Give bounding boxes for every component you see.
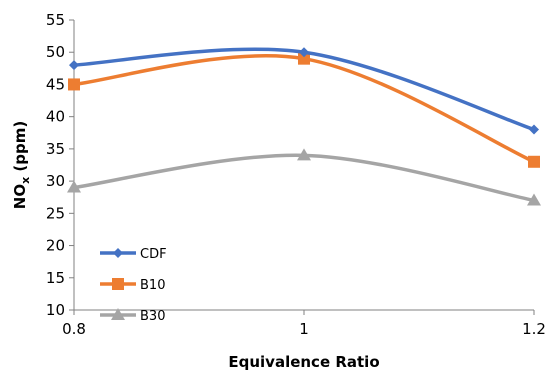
data-point-b30 [527,193,541,206]
legend-label-b10: B10 [140,278,165,293]
legend-marker-b10 [112,278,124,290]
series-line-b10 [72,54,536,164]
y-axis-title-subscript: x [19,177,32,184]
y-tick-label: 55 [46,11,65,29]
y-tick-label: 10 [46,301,65,319]
legend-marker-b30 [111,308,125,320]
y-tick-label: 30 [46,172,65,190]
y-tick-label: 50 [46,43,65,61]
data-point-b30 [67,180,81,193]
data-point-b30 [297,148,311,161]
data-point-b10 [298,52,310,65]
y-tick-label: 15 [46,269,65,287]
y-tick-label: 25 [46,204,65,222]
axes: 10 15 20 25 30 35 40 45 50 55 0.8 1 1.2 [46,11,546,338]
series-cdf [69,47,539,135]
series-b30 [67,148,541,206]
data-point-b10 [68,78,80,91]
legend: CDF B10 B30 [100,247,167,324]
data-point-cdf [69,60,79,71]
x-axis-title: Equivalence Ratio [228,353,379,371]
x-tick-label: 1 [299,320,309,338]
legend-label-b30: B30 [140,309,165,324]
data-point-b10 [528,155,540,168]
y-tick-label: 20 [46,237,65,255]
series-b10 [68,52,540,168]
y-tick-label: 45 [46,75,65,93]
series-group [67,47,541,206]
legend-item-b10: B10 [100,278,165,293]
x-tick-label: 0.8 [62,320,86,338]
x-tick-label: 1.2 [522,320,546,338]
series-line-b30 [72,153,536,203]
legend-marker-cdf [113,248,123,258]
data-point-cdf [299,47,309,58]
legend-item-cdf: CDF [100,247,167,262]
y-tick-label: 35 [46,140,65,158]
data-point-cdf [529,124,539,135]
legend-item-b30: B30 [100,308,165,324]
y-axis-title-suffix: (ppm) [11,121,29,177]
y-axis-title: NOx (ppm) [11,121,32,209]
legend-label-cdf: CDF [140,247,167,262]
y-axis-title-main: NO [11,184,29,209]
y-tick-label: 40 [46,108,65,126]
